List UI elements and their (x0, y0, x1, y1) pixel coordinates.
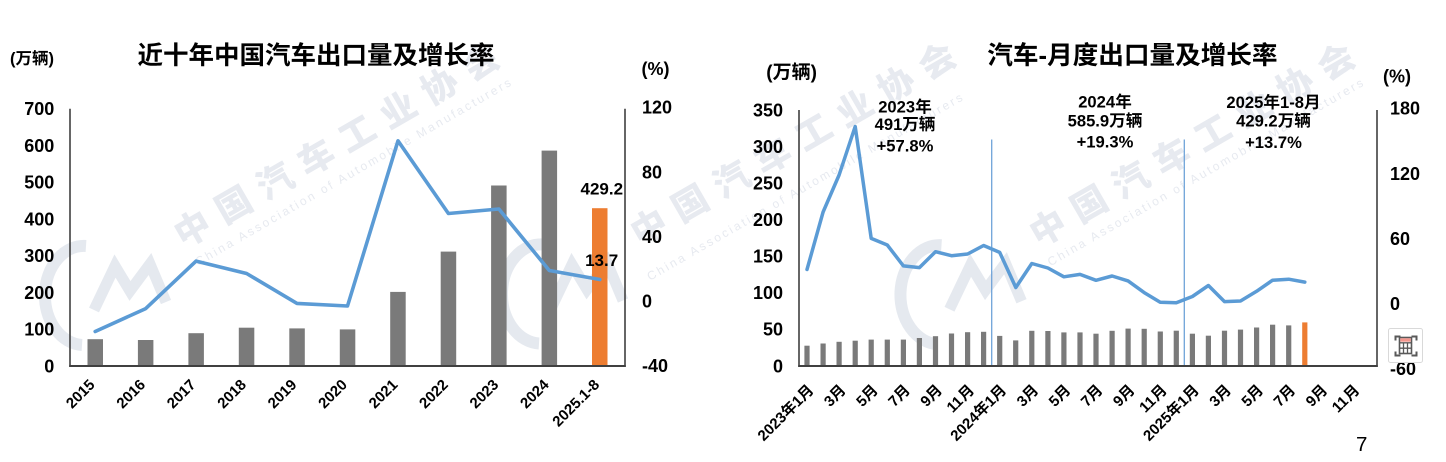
svg-text:0: 0 (1390, 294, 1400, 314)
svg-text:350: 350 (753, 100, 783, 120)
svg-text:): ) (811, 63, 817, 84)
svg-text:): ) (49, 50, 55, 68)
svg-text:600: 600 (24, 136, 54, 156)
svg-text:200: 200 (753, 210, 783, 230)
svg-text:500: 500 (24, 173, 54, 193)
svg-text:491: 491 (875, 115, 903, 134)
svg-text:7: 7 (1356, 433, 1367, 456)
svg-text:0: 0 (642, 292, 652, 312)
svg-text:300: 300 (24, 246, 54, 266)
svg-text:250: 250 (753, 173, 783, 193)
svg-text:0: 0 (773, 356, 783, 376)
svg-text:400: 400 (24, 209, 54, 229)
svg-text:700: 700 (24, 99, 54, 119)
svg-text:(: ( (766, 63, 773, 84)
svg-text:2024: 2024 (1078, 93, 1116, 112)
svg-text:100: 100 (753, 283, 783, 303)
svg-text:150: 150 (753, 247, 783, 267)
svg-text:40: 40 (642, 227, 662, 247)
svg-text:2025: 2025 (1226, 93, 1263, 112)
svg-text:(: ( (10, 50, 16, 68)
svg-text:1-8: 1-8 (1280, 93, 1304, 112)
svg-text:-: - (1039, 42, 1048, 70)
svg-text:585.9: 585.9 (1068, 111, 1110, 130)
svg-text:-60: -60 (1390, 359, 1416, 379)
svg-text:2023: 2023 (878, 98, 915, 117)
svg-text:429.2: 429.2 (581, 180, 624, 199)
svg-text:429.2: 429.2 (1236, 111, 1278, 130)
svg-text:100: 100 (24, 320, 54, 340)
svg-text:50: 50 (763, 320, 783, 340)
svg-text:120: 120 (642, 98, 672, 118)
svg-text:-40: -40 (642, 356, 668, 376)
svg-text:+57.8%: +57.8% (877, 137, 934, 156)
svg-text:120: 120 (1390, 164, 1420, 184)
svg-text:13.7: 13.7 (585, 251, 618, 270)
svg-text:180: 180 (1390, 99, 1420, 119)
svg-text:(%): (%) (642, 59, 670, 79)
svg-text:200: 200 (24, 283, 54, 303)
svg-text:80: 80 (642, 162, 662, 182)
svg-text:60: 60 (1390, 229, 1410, 249)
svg-text:+19.3%: +19.3% (1077, 133, 1134, 152)
svg-text:+13.7%: +13.7% (1245, 133, 1302, 152)
svg-text:0: 0 (44, 356, 54, 376)
svg-text:300: 300 (753, 137, 783, 157)
svg-text:(%): (%) (1383, 67, 1411, 87)
